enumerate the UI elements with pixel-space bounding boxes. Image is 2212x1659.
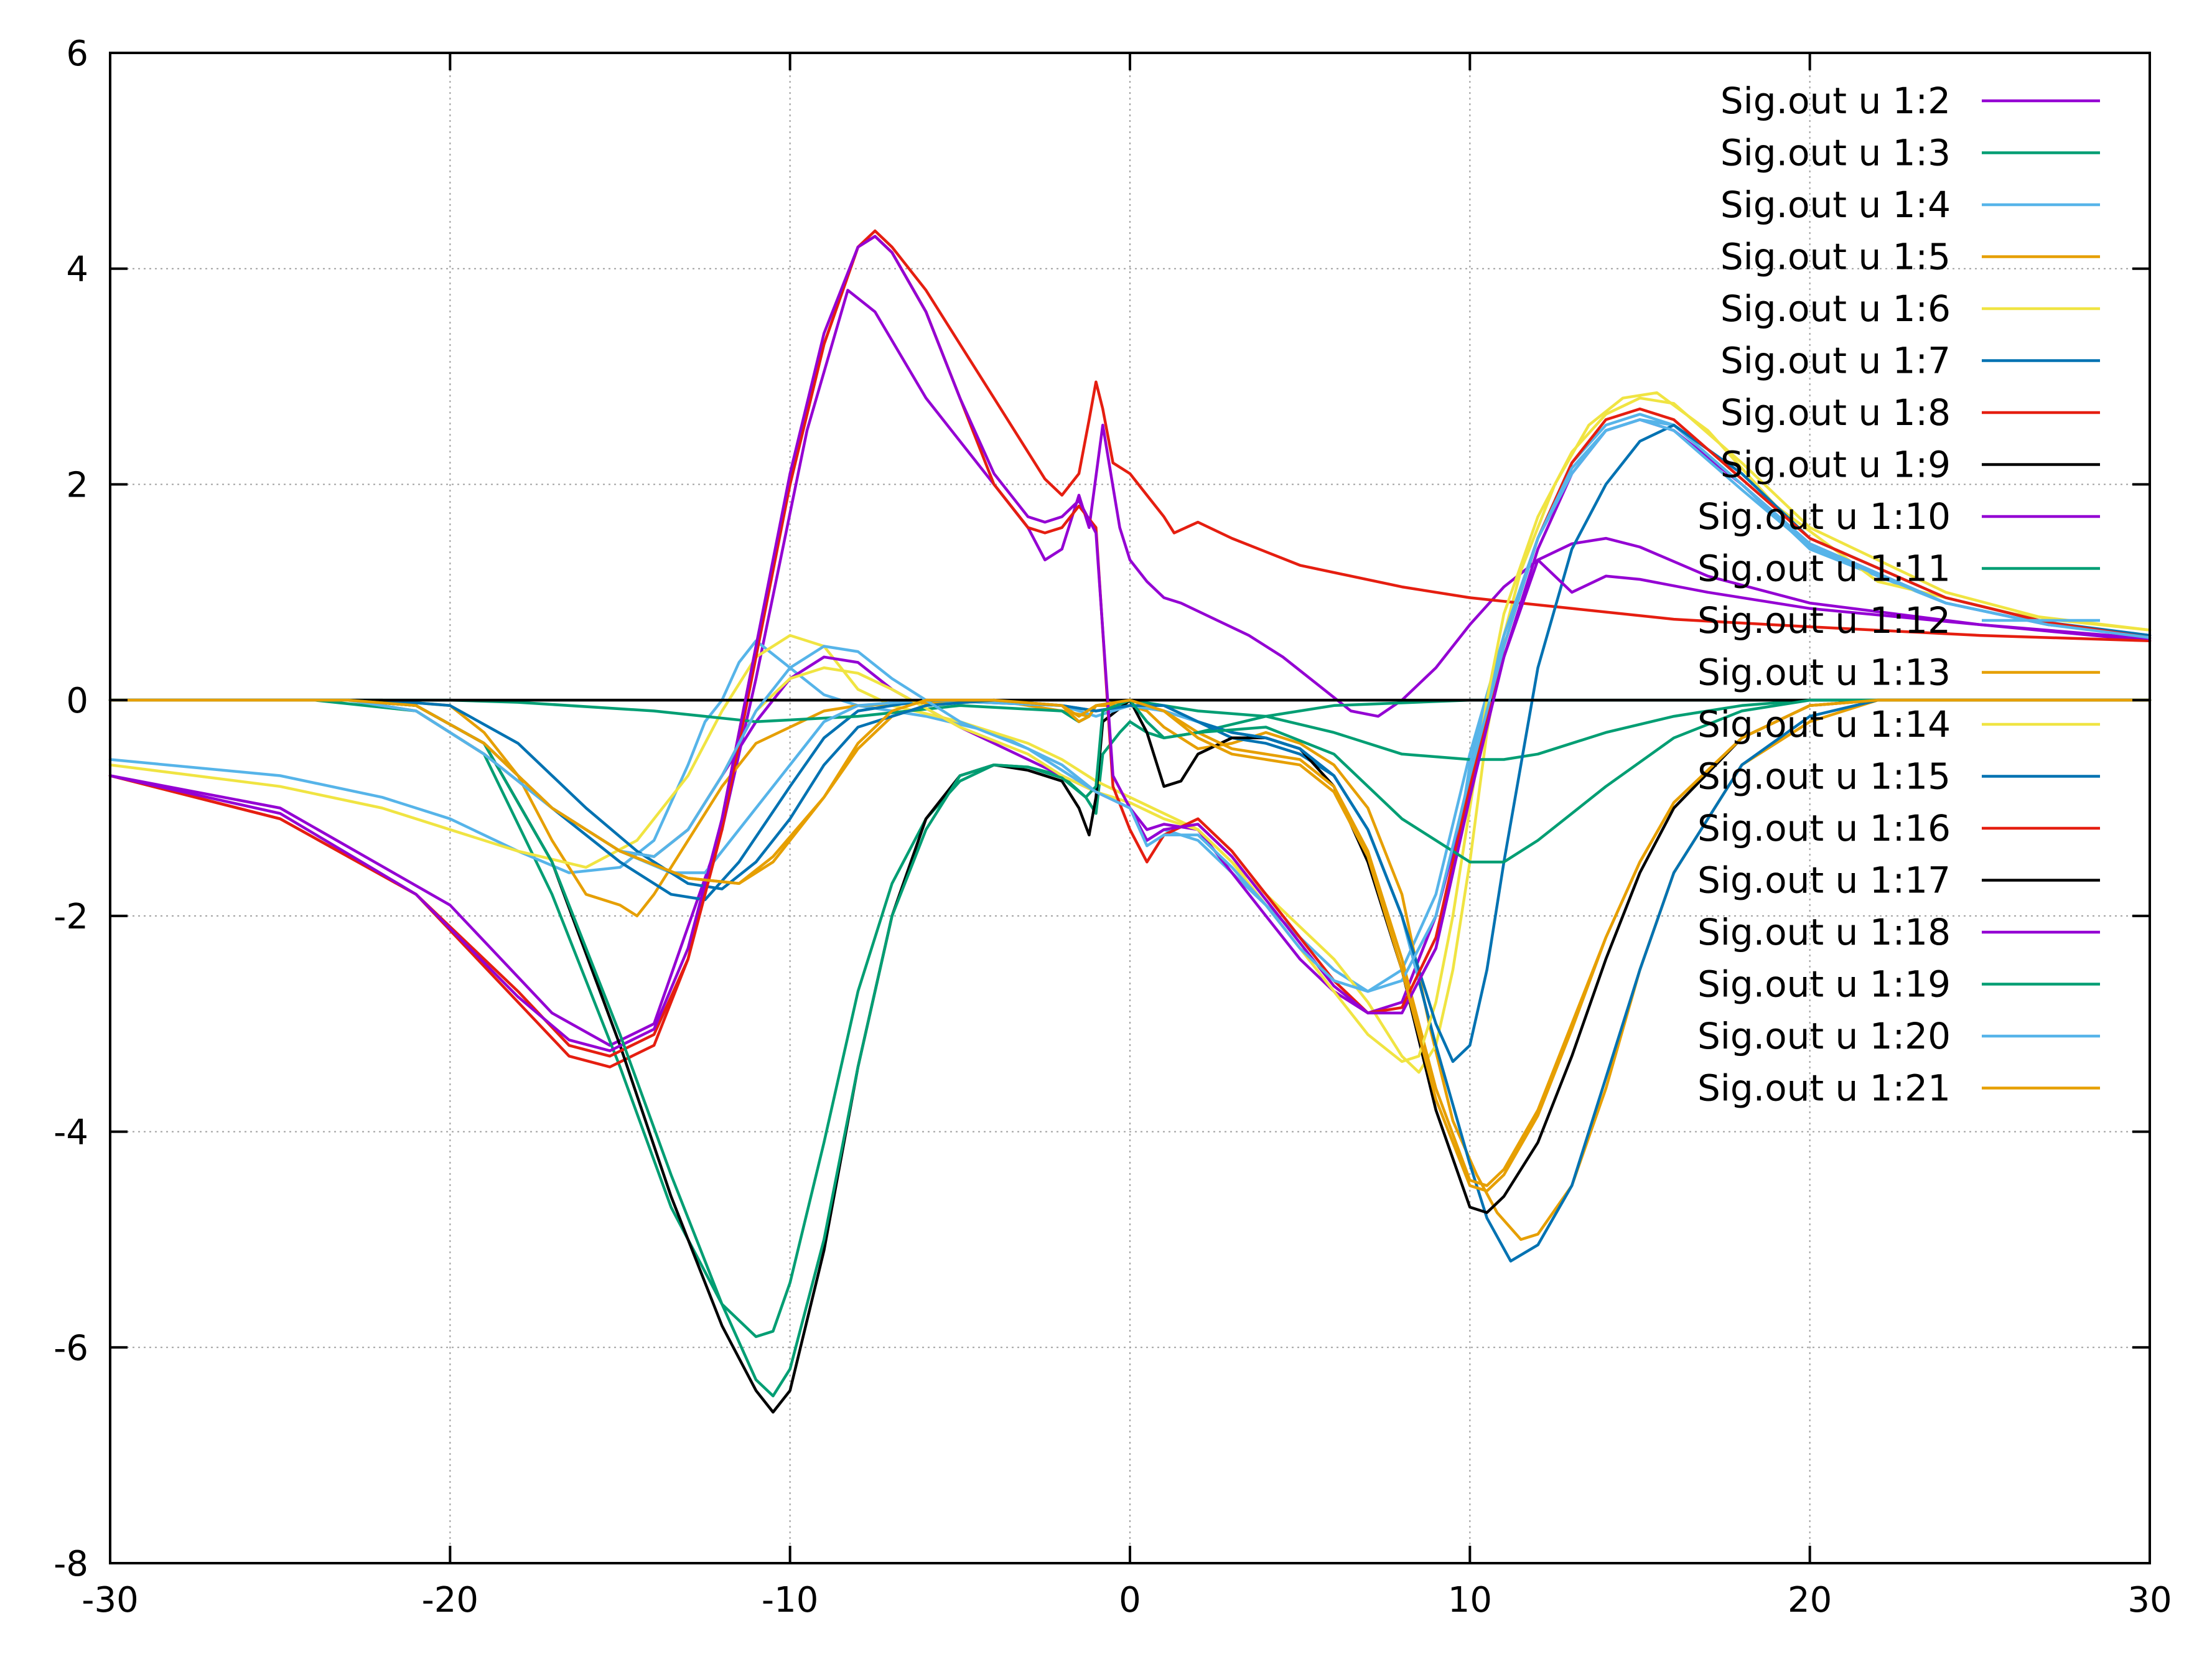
legend-label: Sig.out u 1:12 xyxy=(1697,599,1951,642)
legend-entry: Sig.out u 1:8 xyxy=(1720,391,2100,434)
series-line-15 xyxy=(108,423,2152,1063)
legend-entry: Sig.out u 1:6 xyxy=(1720,287,2100,330)
y-tick-label: 4 xyxy=(66,250,88,290)
legend-label: Sig.out u 1:7 xyxy=(1720,340,1951,382)
legend-entry: Sig.out u 1:13 xyxy=(1697,652,2100,694)
legend-label: Sig.out u 1:17 xyxy=(1697,859,1951,902)
legend-entry: Sig.out u 1:19 xyxy=(1697,963,2100,1006)
x-tick-label: 0 xyxy=(1119,1580,1141,1620)
y-tick-label: -4 xyxy=(54,1113,88,1153)
legend-label: Sig.out u 1:19 xyxy=(1697,963,1951,1006)
legend-label: Sig.out u 1:3 xyxy=(1720,132,1951,174)
legend-label: Sig.out u 1:8 xyxy=(1720,391,1951,434)
series-line-16 xyxy=(108,235,2152,1058)
legend-entry: Sig.out u 1:12 xyxy=(1697,599,2100,642)
legend-entry: Sig.out u 1:21 xyxy=(1697,1067,2100,1110)
legend-entry: Sig.out u 1:20 xyxy=(1697,1015,2100,1057)
legend-label: Sig.out u 1:9 xyxy=(1720,444,1951,486)
legend-label: Sig.out u 1:2 xyxy=(1720,80,1951,122)
legend-label: Sig.out u 1:18 xyxy=(1697,911,1951,953)
series-line-2 xyxy=(108,289,2152,1047)
x-axis-tick-labels: -30 -20 -10 0 10 20 30 xyxy=(82,1580,2172,1620)
series-line-18 xyxy=(108,235,2152,1052)
legend-label: Sig.out u 1:15 xyxy=(1697,755,1951,798)
x-tick-label: -20 xyxy=(422,1580,478,1620)
legend-entry: Sig.out u 1:11 xyxy=(1697,548,2100,590)
legend-label: Sig.out u 1:14 xyxy=(1697,703,1951,745)
series-line-8 xyxy=(108,229,2152,1068)
legend-entry: Sig.out u 1:3 xyxy=(1720,132,2100,174)
legend-label: Sig.out u 1:11 xyxy=(1697,548,1951,590)
legend-label: Sig.out u 1:5 xyxy=(1720,236,1951,278)
y-tick-label: 0 xyxy=(66,681,88,721)
legend-entry: Sig.out u 1:18 xyxy=(1697,911,2100,953)
y-tick-label: -8 xyxy=(54,1544,88,1584)
legend-entry: Sig.out u 1:2 xyxy=(1720,80,2100,122)
legend-entry: Sig.out u 1:17 xyxy=(1697,859,2100,902)
series-line-20 xyxy=(108,418,2152,993)
legend-entry: Sig.out u 1:7 xyxy=(1720,340,2100,382)
legend-entry: Sig.out u 1:14 xyxy=(1697,703,2100,745)
y-tick-label: -6 xyxy=(54,1328,88,1368)
x-tick-label: -10 xyxy=(762,1580,818,1620)
legend-label: Sig.out u 1:13 xyxy=(1697,652,1951,694)
legend-label: Sig.out u 1:6 xyxy=(1720,287,1951,330)
series-line-21 xyxy=(108,698,2152,1193)
legend-entry: Sig.out u 1:4 xyxy=(1720,184,2100,226)
axis-ticks xyxy=(109,52,2151,1564)
x-tick-label: 30 xyxy=(2127,1580,2172,1620)
y-tick-label: 2 xyxy=(66,465,88,505)
legend-label: Sig.out u 1:21 xyxy=(1697,1067,1951,1110)
y-tick-label: 6 xyxy=(66,34,88,74)
series-lines xyxy=(108,229,2152,1414)
legend-label: Sig.out u 1:10 xyxy=(1697,495,1951,538)
y-axis-tick-labels: -8 -6 -4 -2 0 2 4 6 xyxy=(54,34,88,1584)
legend-entry: Sig.out u 1:9 xyxy=(1720,444,2100,486)
legend-label: Sig.out u 1:4 xyxy=(1720,184,1951,226)
x-tick-label: 10 xyxy=(1448,1580,1492,1620)
x-tick-label: 20 xyxy=(1788,1580,1832,1620)
series-line-19 xyxy=(108,698,2152,1398)
legend-label: Sig.out u 1:16 xyxy=(1697,807,1951,849)
x-tick-label: -30 xyxy=(82,1580,138,1620)
legend: Sig.out u 1:2 Sig.out u 1:3 Sig.out u 1:4 S… xyxy=(1697,80,2100,1110)
legend-label: Sig.out u 1:20 xyxy=(1697,1015,1951,1057)
y-tick-label: -2 xyxy=(54,897,88,937)
legend-entry: Sig.out u 1:10 xyxy=(1697,495,2100,538)
legend-entry: Sig.out u 1:15 xyxy=(1697,755,2100,798)
legend-entry: Sig.out u 1:16 xyxy=(1697,807,2100,849)
legend-entry: Sig.out u 1:5 xyxy=(1720,236,2100,278)
